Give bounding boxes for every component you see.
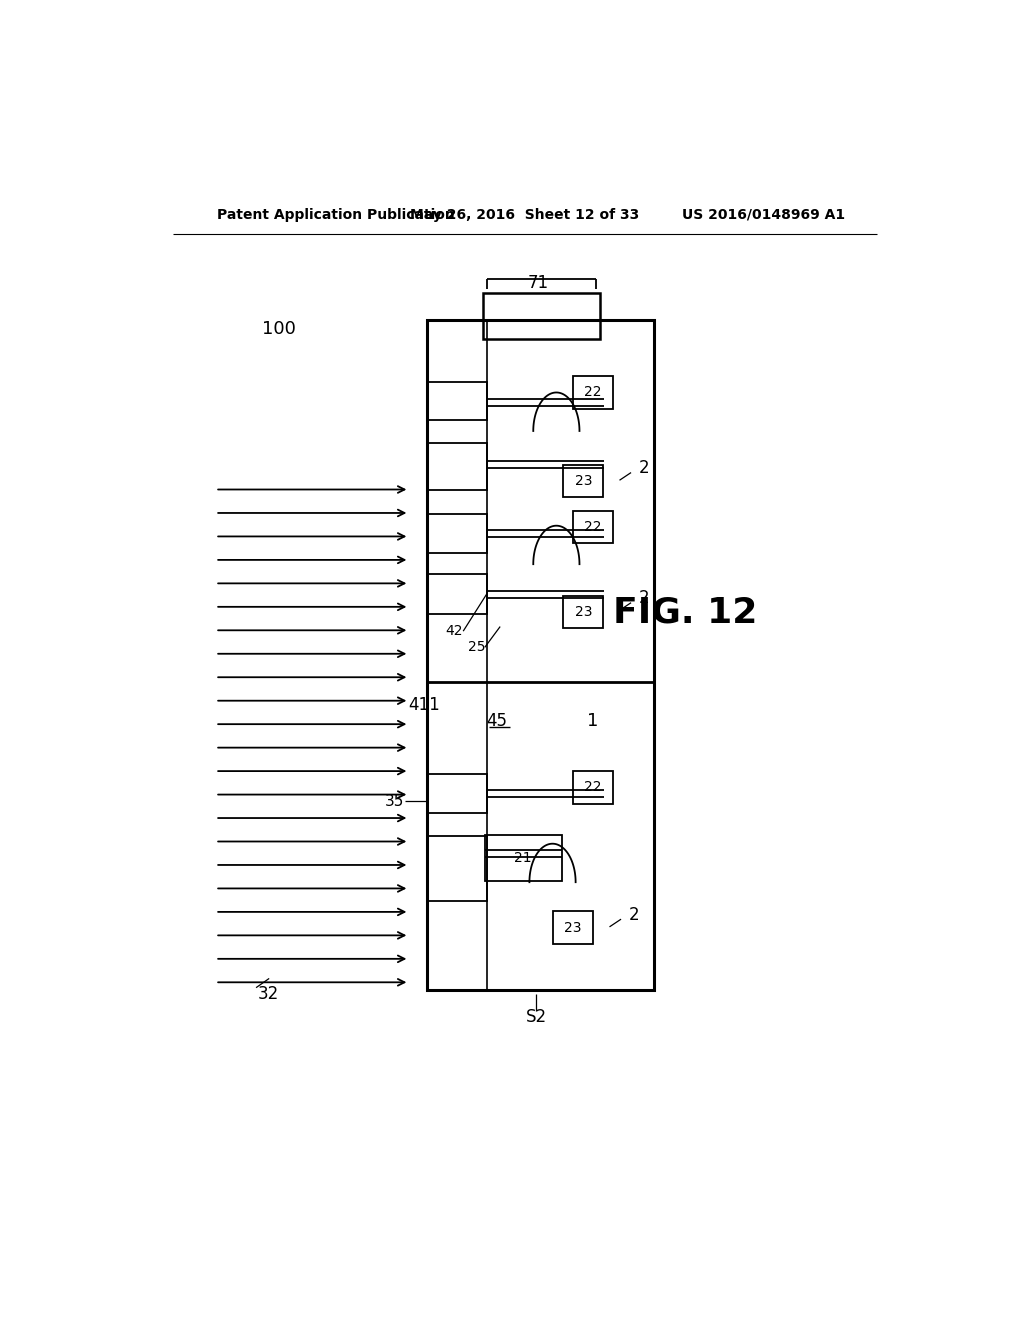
Text: 22: 22 (584, 780, 601, 795)
Text: 42: 42 (445, 624, 463, 638)
Text: 2: 2 (629, 906, 639, 924)
Text: 23: 23 (564, 920, 582, 935)
Bar (427, 381, 487, 420)
Bar (563, 465, 603, 498)
Bar (427, 321, 654, 990)
Bar (572, 376, 612, 409)
Bar (563, 595, 603, 628)
Text: 23: 23 (574, 605, 592, 619)
Text: US 2016/0148969 A1: US 2016/0148969 A1 (682, 207, 845, 222)
Text: 32: 32 (258, 985, 279, 1003)
Bar (427, 836, 487, 902)
Bar (483, 293, 600, 339)
Text: FIG. 12: FIG. 12 (612, 595, 757, 630)
Text: 100: 100 (262, 321, 296, 338)
Bar (427, 444, 487, 490)
Text: 2: 2 (639, 589, 649, 607)
Text: 22: 22 (584, 385, 601, 400)
Text: S2: S2 (525, 1008, 547, 1026)
Text: 21: 21 (514, 851, 532, 866)
Bar (572, 771, 612, 804)
Text: 2: 2 (639, 459, 649, 477)
Bar (484, 836, 562, 882)
Text: 411: 411 (409, 696, 440, 714)
Text: 25: 25 (468, 640, 485, 655)
Bar (427, 574, 487, 614)
Text: 23: 23 (574, 474, 592, 488)
Text: Patent Application Publication: Patent Application Publication (217, 207, 455, 222)
Text: 71: 71 (528, 275, 549, 292)
Bar (572, 511, 612, 544)
Bar (427, 515, 487, 553)
Bar (427, 775, 487, 813)
Text: 1: 1 (587, 711, 598, 730)
Text: 22: 22 (584, 520, 601, 535)
Text: 45: 45 (485, 711, 507, 730)
Text: May 26, 2016  Sheet 12 of 33: May 26, 2016 Sheet 12 of 33 (411, 207, 639, 222)
Bar (553, 911, 593, 944)
Text: 35: 35 (385, 793, 403, 809)
